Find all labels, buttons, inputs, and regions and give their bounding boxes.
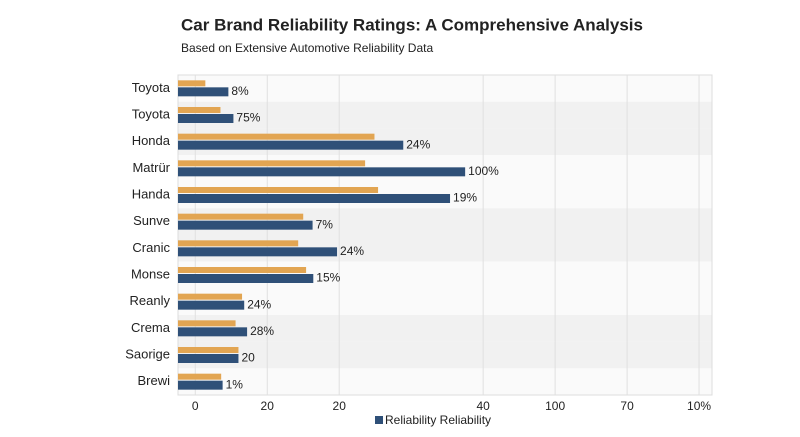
data-label: 15% — [316, 271, 340, 285]
bar — [178, 267, 307, 273]
bar — [178, 380, 223, 390]
y-tick-label: Honda — [132, 133, 171, 148]
bar — [178, 107, 221, 113]
row-band — [178, 341, 712, 369]
data-label: 24% — [247, 297, 271, 311]
row-band — [178, 368, 712, 395]
chart-subtitle: Based on Extensive Automotive Reliabilit… — [181, 41, 433, 55]
data-label: 19% — [453, 191, 477, 205]
bar — [178, 194, 451, 203]
bar — [178, 133, 375, 140]
data-label: 24% — [340, 244, 364, 258]
bar — [178, 220, 313, 230]
x-tick-label: 20 — [333, 399, 347, 413]
y-tick-label: Monse — [131, 266, 170, 281]
x-tick-label: 20 — [261, 399, 275, 413]
bar — [178, 140, 404, 150]
legend-swatch — [375, 416, 383, 424]
bar — [178, 213, 304, 220]
bar — [178, 187, 379, 193]
bar — [178, 167, 466, 177]
bar — [178, 80, 206, 87]
plot-frame — [177, 74, 713, 396]
y-tick-label: Sunve — [133, 213, 170, 228]
row-band — [178, 75, 712, 102]
bar — [178, 87, 229, 97]
y-tick-label: Toyota — [132, 106, 171, 121]
data-label: 28% — [250, 324, 274, 338]
x-tick-label: 0 — [192, 399, 199, 413]
data-label: 7% — [316, 217, 334, 231]
bar — [178, 160, 366, 167]
data-label: 100% — [468, 164, 499, 178]
data-label: 24% — [406, 137, 430, 151]
y-tick-label: Brewi — [137, 373, 170, 388]
x-tick-label: 40 — [476, 399, 490, 413]
chart-title: Car Brand Reliability Ratings: A Compreh… — [181, 15, 643, 34]
bar — [178, 300, 245, 310]
x-tick-label: 10% — [687, 399, 711, 413]
bar — [178, 274, 314, 283]
data-label: 20 — [241, 351, 255, 365]
x-tick-label: 70 — [620, 399, 634, 413]
data-label: 1% — [226, 377, 244, 391]
y-tick-label: Cranic — [132, 240, 170, 255]
bar — [178, 373, 222, 380]
bar — [178, 320, 236, 327]
y-tick-label: Reanly — [130, 293, 171, 308]
y-tick-label: Saorige — [125, 346, 170, 361]
bar — [178, 327, 248, 337]
bar — [178, 293, 243, 300]
data-label: 8% — [231, 84, 249, 98]
bar — [178, 347, 239, 353]
bar — [178, 240, 299, 247]
y-tick-label: Toyota — [132, 80, 171, 95]
legend-label: Reliability Reliability — [385, 413, 491, 427]
y-tick-label: Handa — [132, 186, 171, 201]
bar — [178, 247, 338, 257]
y-tick-label: Crema — [131, 320, 171, 335]
x-tick-label: 100 — [545, 399, 565, 413]
y-tick-label: Matrür — [132, 160, 170, 175]
bar — [178, 114, 234, 123]
data-label: 75% — [236, 111, 260, 125]
bar — [178, 354, 239, 363]
